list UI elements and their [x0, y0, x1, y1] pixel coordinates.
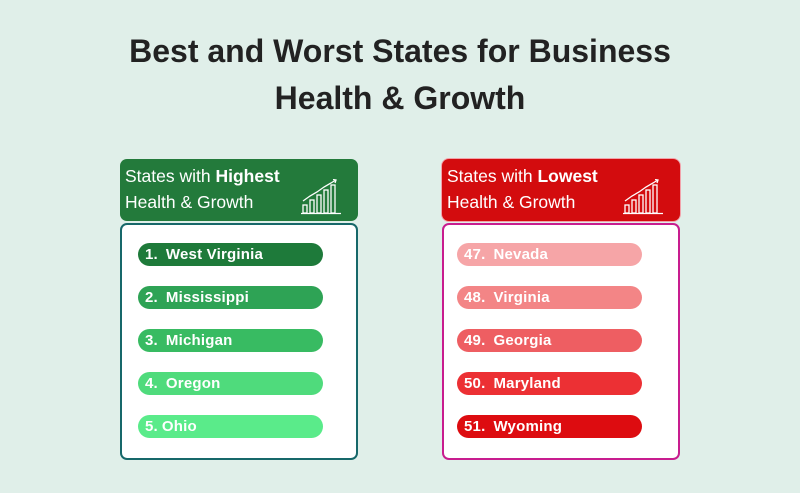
lowest-header-line-2: Health & Growth: [447, 192, 576, 212]
state-name: Mississippi: [165, 289, 249, 306]
state-name: Ohio: [161, 418, 197, 435]
rank-number: 3.: [145, 332, 158, 349]
highest-header-line-1: States with Highest: [125, 163, 358, 189]
rank-number: 51.: [464, 418, 486, 435]
title-line-2: Health & Growth: [274, 80, 526, 116]
list-item-highest-3: 3. Michigan: [138, 329, 323, 352]
state-name: Nevada: [493, 246, 549, 263]
page-title: Best and Worst States for Business Healt…: [0, 28, 800, 122]
state-name: Virginia: [493, 289, 550, 306]
list-item-highest-2: 2. Mississippi: [138, 286, 323, 309]
state-name: Georgia: [493, 332, 552, 349]
bar-chart-growth-icon: [301, 179, 341, 215]
rank-number: 50.: [464, 375, 486, 392]
lowest-header-line-1: States with Lowest: [447, 163, 680, 189]
state-name: Michigan: [165, 332, 233, 349]
list-item-highest-4: 4. Oregon: [138, 372, 323, 395]
rank-number: 5.: [145, 418, 158, 435]
header-emphasis: Lowest: [537, 166, 598, 186]
rank-number: 1.: [145, 246, 158, 263]
highest-panel-header: States with Highest Health & Growth: [120, 159, 358, 221]
list-item-highest-1: 1. West Virginia: [138, 243, 323, 266]
title-line-1: Best and Worst States for Business: [129, 33, 671, 69]
list-item-lowest-51: 51. Wyoming: [457, 415, 642, 438]
list-item-lowest-48: 48. Virginia: [457, 286, 642, 309]
header-prefix: States with: [125, 166, 216, 186]
header-prefix: States with: [447, 166, 538, 186]
list-item-lowest-50: 50. Maryland: [457, 372, 642, 395]
state-name: West Virginia: [165, 246, 263, 263]
list-item-highest-5: 5. Ohio: [138, 415, 323, 438]
rank-number: 4.: [145, 375, 158, 392]
highest-header-line-2: Health & Growth: [125, 192, 254, 212]
list-item-lowest-49: 49. Georgia: [457, 329, 642, 352]
state-name: Maryland: [493, 375, 561, 392]
list-item-lowest-47: 47. Nevada: [457, 243, 642, 266]
rank-number: 49.: [464, 332, 486, 349]
rank-number: 2.: [145, 289, 158, 306]
lowest-panel-header: States with Lowest Health & Growth: [442, 159, 680, 221]
state-name: Oregon: [165, 375, 221, 392]
bar-chart-growth-icon: [623, 179, 663, 215]
state-name: Wyoming: [493, 418, 563, 435]
rank-number: 47.: [464, 246, 486, 263]
rank-number: 48.: [464, 289, 486, 306]
header-emphasis: Highest: [215, 166, 280, 186]
